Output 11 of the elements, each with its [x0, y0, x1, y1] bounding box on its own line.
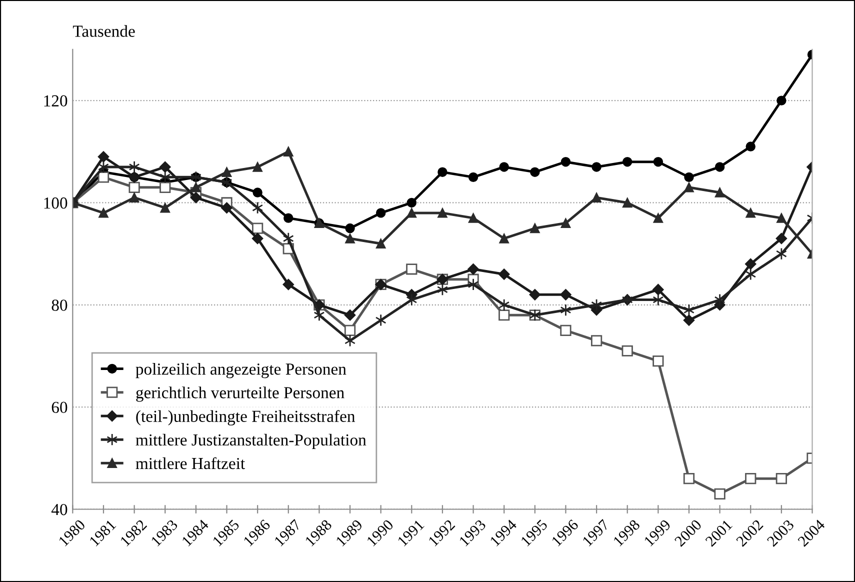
- y-tick-label: 120: [44, 95, 68, 107]
- y-tick-label: 80: [52, 300, 68, 311]
- y-axis-title: Tausende: [72, 25, 135, 37]
- y-tick-label: 100: [44, 197, 68, 209]
- legend-label: (teil-)unbedingte Freiheitsstrafen: [136, 410, 356, 426]
- legend-label: gerichtlich verurteilte Personen: [136, 386, 344, 402]
- y-tick-label: 60: [52, 402, 68, 414]
- legend-label: mittlere Haftzeit: [136, 457, 246, 470]
- y-tick-label: 40: [51, 504, 68, 516]
- legend-label: mittlere Justizanstalten-Population: [136, 434, 366, 449]
- legend-label: polizeilich angezeigte Personen: [136, 363, 346, 378]
